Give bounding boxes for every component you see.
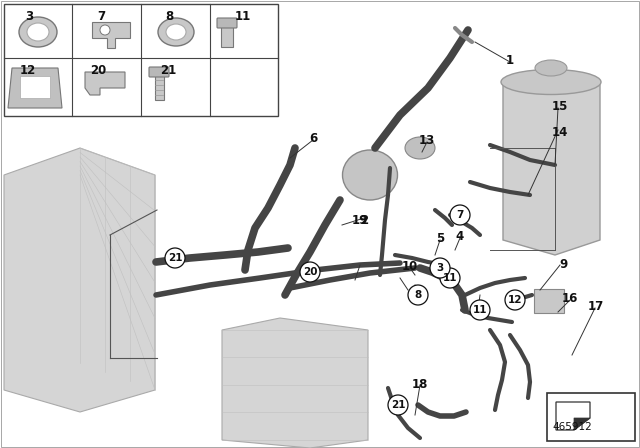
Text: 5: 5 [436, 232, 444, 245]
Text: 11: 11 [443, 273, 457, 283]
FancyBboxPatch shape [217, 18, 237, 28]
Text: 20: 20 [303, 267, 317, 277]
Polygon shape [8, 68, 62, 108]
Circle shape [388, 395, 408, 415]
Circle shape [408, 285, 428, 305]
Text: 12: 12 [20, 64, 36, 77]
Text: 18: 18 [412, 379, 428, 392]
Text: 3: 3 [25, 10, 33, 23]
FancyBboxPatch shape [547, 393, 635, 441]
Text: 10: 10 [402, 259, 418, 272]
Text: 3: 3 [436, 263, 444, 273]
Text: 16: 16 [562, 292, 578, 305]
Text: 1: 1 [506, 53, 514, 66]
Ellipse shape [405, 137, 435, 159]
FancyBboxPatch shape [534, 289, 564, 313]
Text: 17: 17 [588, 300, 604, 313]
Ellipse shape [166, 24, 186, 40]
Text: 11: 11 [473, 305, 487, 315]
Polygon shape [556, 402, 590, 430]
FancyBboxPatch shape [4, 4, 278, 116]
Circle shape [505, 290, 525, 310]
Ellipse shape [535, 60, 567, 76]
Text: 8: 8 [414, 290, 422, 300]
Text: 4: 4 [456, 229, 464, 242]
Ellipse shape [501, 69, 601, 95]
Polygon shape [574, 418, 590, 430]
Text: 7: 7 [97, 10, 105, 23]
Polygon shape [222, 318, 368, 448]
Ellipse shape [27, 23, 49, 41]
Ellipse shape [158, 18, 194, 46]
Circle shape [450, 205, 470, 225]
Text: 2: 2 [360, 214, 368, 227]
Text: 14: 14 [552, 125, 568, 138]
Text: 20: 20 [90, 64, 106, 77]
Text: 11: 11 [235, 10, 252, 23]
Text: 465912: 465912 [552, 422, 592, 432]
Text: 9: 9 [560, 258, 568, 271]
FancyBboxPatch shape [154, 72, 163, 100]
Text: 21: 21 [391, 400, 405, 410]
Circle shape [470, 300, 490, 320]
Ellipse shape [19, 17, 57, 47]
Polygon shape [4, 148, 155, 412]
Circle shape [430, 258, 450, 278]
FancyBboxPatch shape [221, 23, 233, 47]
Text: 12: 12 [508, 295, 522, 305]
Text: 8: 8 [165, 10, 173, 23]
Text: 6: 6 [309, 132, 317, 145]
FancyBboxPatch shape [149, 67, 169, 77]
Circle shape [300, 262, 320, 282]
Polygon shape [92, 22, 130, 48]
Polygon shape [85, 72, 125, 95]
FancyBboxPatch shape [20, 76, 50, 98]
Text: 21: 21 [160, 64, 176, 77]
Polygon shape [503, 72, 600, 255]
Circle shape [165, 248, 185, 268]
Text: 13: 13 [419, 134, 435, 146]
Text: 15: 15 [552, 99, 568, 112]
Circle shape [100, 25, 110, 35]
Text: 21: 21 [168, 253, 182, 263]
Text: 7: 7 [456, 210, 464, 220]
Text: 19: 19 [352, 214, 368, 227]
Circle shape [440, 268, 460, 288]
Ellipse shape [342, 150, 397, 200]
